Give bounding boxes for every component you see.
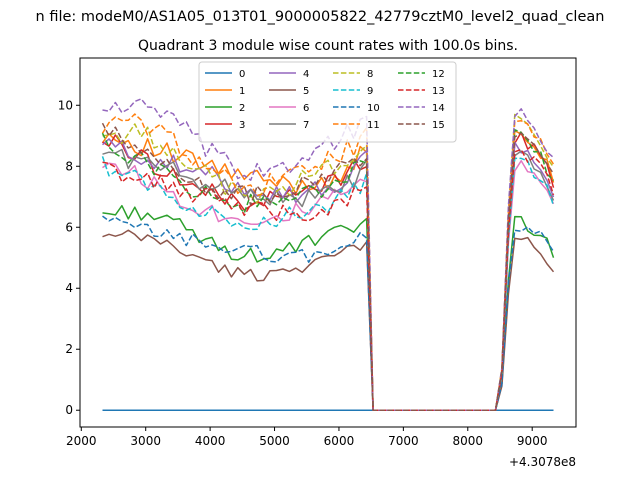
x-tick-label: 4000: [195, 434, 226, 448]
x-tick-label: 6000: [324, 434, 355, 448]
series-line-13: [102, 148, 555, 411]
y-tick-label: 10: [58, 98, 73, 112]
series-line-15: [101, 122, 555, 411]
x-axis: 2000 3000 4000 5000 6000 7000 8000 9000: [66, 427, 547, 448]
legend-frame: [198, 61, 457, 143]
x-tick-label: 2000: [66, 434, 97, 448]
y-tick-label: 8: [65, 159, 73, 173]
legend-label-12: 12: [432, 69, 445, 80]
legend-label-5: 5: [303, 86, 309, 97]
chart-title: Quadrant 3 module wise count rates with …: [138, 38, 518, 54]
x-axis-offset-label: +4.3078e8: [509, 455, 576, 469]
legend-label-9: 9: [367, 86, 373, 97]
legend-label-7: 7: [303, 120, 309, 131]
series-line-10: [102, 215, 555, 411]
x-tick-label: 3000: [130, 434, 161, 448]
series-line-8: [102, 113, 555, 411]
series-line-3: [102, 131, 555, 411]
axes-frame: [79, 57, 577, 428]
legend-label-14: 14: [432, 103, 445, 114]
y-axis: 0 2 4 6 8 10: [58, 98, 80, 417]
series-layer: [101, 98, 555, 411]
y-tick-label: 0: [65, 403, 73, 417]
legend-label-11: 11: [367, 120, 380, 131]
series-line-11: [101, 113, 555, 411]
legend-label-3: 3: [239, 120, 245, 131]
series-line-6: [102, 160, 555, 411]
legend-label-4: 4: [303, 69, 309, 80]
figure-suptitle: n file: modeM0/AS1A05_013T01_9000005822_…: [36, 9, 605, 25]
x-tick-label: 5000: [259, 434, 290, 448]
series-line-12: [101, 129, 555, 411]
y-tick-label: 2: [65, 342, 73, 356]
series-line-2: [102, 204, 555, 411]
series-line-4: [102, 138, 555, 411]
x-tick-label: 8000: [453, 434, 484, 448]
legend-label-8: 8: [367, 69, 373, 80]
legend-label-0: 0: [239, 69, 245, 80]
x-tick-label: 9000: [517, 434, 548, 448]
legend-label-6: 6: [303, 103, 309, 114]
legend-label-13: 13: [432, 86, 445, 97]
legend-label-2: 2: [239, 103, 245, 114]
series-line-9: [101, 156, 555, 411]
x-tick-label: 7000: [388, 434, 419, 448]
legend-label-15: 15: [432, 120, 445, 131]
legend-label-10: 10: [367, 103, 380, 114]
series-line-5: [102, 229, 555, 411]
legend-label-1: 1: [239, 86, 245, 97]
y-tick-label: 6: [65, 220, 73, 234]
y-tick-label: 4: [65, 281, 73, 295]
